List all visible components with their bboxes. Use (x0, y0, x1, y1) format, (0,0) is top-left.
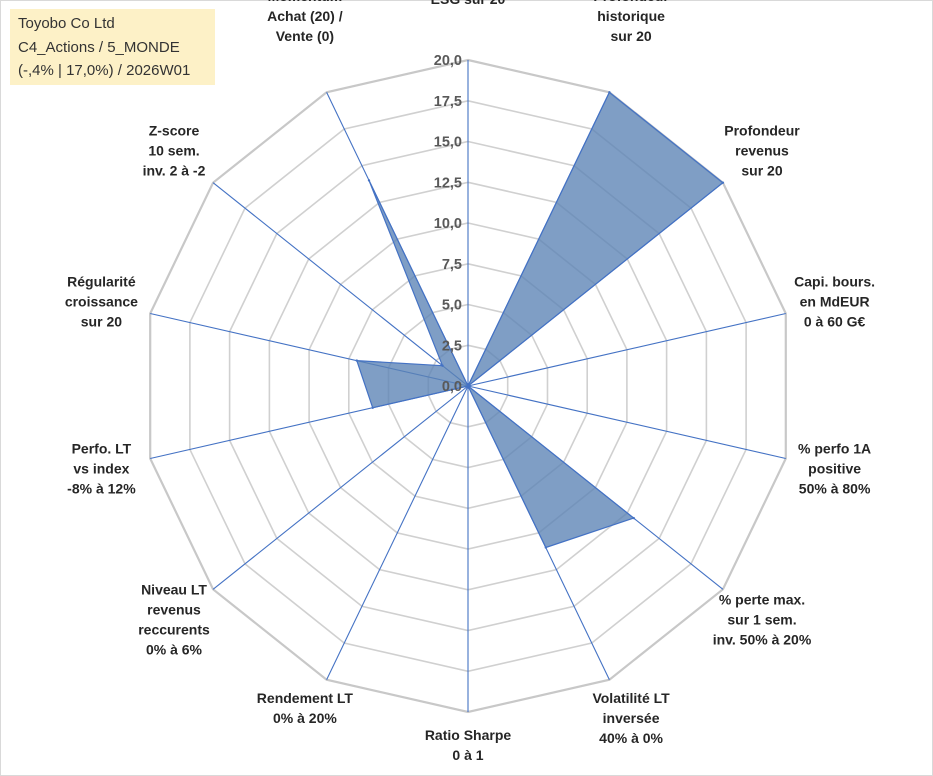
axis-label-line: Perfo. LT (72, 441, 132, 457)
axis-label: % perte max. sur 1 sem. inv. 50% à 20% (713, 591, 812, 647)
axis-label-line: Niveau LT (141, 581, 207, 597)
axis-label-line: positive (808, 461, 861, 477)
axis-label-line: vs index (73, 461, 129, 477)
company-name: Toyobo Co Ltd (18, 15, 115, 32)
tick-label: 17,5 (434, 94, 462, 110)
axis-label-line: croissance (65, 293, 138, 309)
axis-label: Ratio Sharpe 0 à 1 (425, 727, 512, 763)
axis-label-line: inversée (603, 710, 660, 726)
axis-label: Profondeur historique sur 20 (593, 0, 669, 44)
axis-label-line: inv. 50% à 20% (713, 631, 812, 647)
axis-label-line: 40% à 0% (599, 730, 663, 746)
period-label: (-,4% | 17,0%) / 2026W01 (18, 62, 191, 79)
tick-label: 15,0 (434, 135, 462, 151)
axis-label-line: en MdEUR (800, 293, 870, 309)
tick-label: 5,0 (442, 298, 462, 314)
axis-label-line: historique (597, 8, 665, 24)
axis-label-line: Z-score (149, 123, 200, 139)
data-point (632, 516, 635, 520)
axis-label-line: revenus (147, 601, 201, 617)
axis-label: Rendement LT 0% à 20% (257, 690, 354, 726)
data-point (441, 364, 444, 367)
axis-label: Capi. bours. en MdEUR 0 à 60 G€ (794, 273, 875, 329)
axis-label: Niveau LT revenus reccurents 0% à 6% (138, 581, 210, 657)
axis-label-line: sur 20 (610, 28, 651, 44)
axis-label-line: % perfo 1A (798, 441, 871, 457)
data-point (608, 91, 611, 94)
axis-label-line: % perte max. (719, 591, 805, 607)
data-point (544, 546, 547, 549)
portfolio-label: C4_Actions / 5_MONDE (18, 38, 180, 56)
axis-label-line: Régularité (67, 273, 136, 289)
axis-label-line: sur 20 (81, 313, 122, 329)
tick-label: 20,0 (434, 53, 462, 69)
tick-label: 7,5 (442, 257, 462, 273)
axis-label-line: Achat (20) / (267, 8, 343, 24)
axis-label-line: -8% à 12% (67, 481, 136, 497)
axis-spoke (212, 182, 469, 387)
axis-label-line: 0% à 20% (273, 710, 337, 726)
axis-label: Régularité croissance sur 20 (65, 273, 138, 329)
axis-label-line: Profondeur (593, 0, 669, 4)
axis-label: Profondeur revenus sur 20 (724, 123, 800, 179)
axis-label-line: sur 20 (741, 163, 782, 179)
axis-label: % perfo 1A positive 50% à 80% (798, 441, 871, 497)
axis-label-line: Capi. bours. (794, 273, 875, 289)
axis-label-line: 0 à 60 G€ (804, 313, 866, 329)
axis-label-line: sur 1 sem. (727, 611, 796, 627)
axis-label: Z-score 10 sem. inv. 2 à -2 (143, 123, 206, 179)
tick-label: 10,0 (434, 216, 462, 232)
axis-label-line: 50% à 80% (799, 481, 871, 497)
data-series-area (356, 91, 724, 549)
axis-label-line: 0% à 6% (146, 641, 203, 657)
axis-label-line: inv. 2 à -2 (143, 163, 206, 179)
data-point (367, 179, 371, 182)
axis-label-line: Profondeur (724, 123, 800, 139)
axis-label-line: Momentum (268, 0, 343, 4)
info-box: Toyobo Co Ltd C4_Actions / 5_MONDE (-,4%… (10, 9, 215, 85)
data-point (371, 406, 374, 409)
axis-label-line: Vente (0) (276, 28, 334, 44)
tick-label: 0,0 (442, 379, 462, 395)
tick-label: 12,5 (434, 175, 462, 191)
axis-label-line: Volatilité LT (592, 690, 670, 706)
axis-label-line: revenus (735, 143, 789, 159)
tick-label: 2,5 (442, 338, 462, 354)
axis-label: Volatilité LT inversée 40% à 0% (592, 690, 670, 746)
axis-spoke (467, 385, 786, 460)
axis-label-line: Rendement LT (257, 690, 354, 706)
axis-label: Momentum Achat (20) / Vente (0) (267, 0, 343, 44)
axis-label: NoteESG sur 20 (431, 0, 506, 7)
axis-label-line: reccurents (138, 621, 210, 637)
axis-label-line: Ratio Sharpe (425, 727, 512, 743)
axis-spoke (467, 312, 786, 387)
axis-label-line: 0 à 1 (452, 747, 483, 763)
axis-label-line: 10 sem. (148, 143, 199, 159)
axis-spoke (326, 385, 469, 680)
axis-label-line: ESG sur 20 (431, 0, 506, 7)
data-point (721, 181, 725, 184)
data-point (466, 384, 470, 388)
data-point (355, 359, 358, 362)
axis-spoke (212, 385, 469, 590)
axis-label: Perfo. LT vs index -8% à 12% (67, 441, 136, 497)
